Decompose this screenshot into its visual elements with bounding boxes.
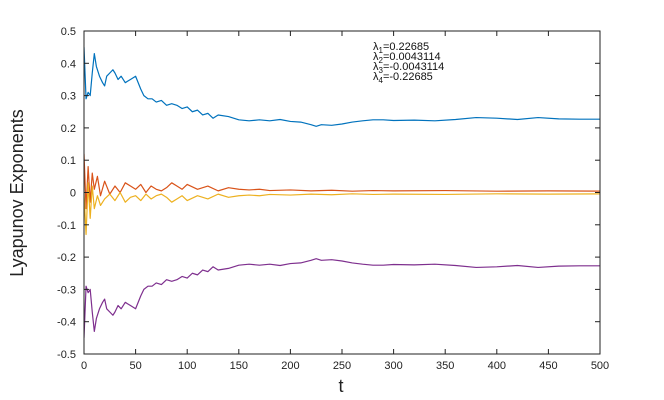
x-tick-label: 500 [591, 360, 609, 372]
plot-area [84, 47, 600, 338]
x-tick-label: 100 [178, 360, 196, 372]
lambda-annotation-2: λ2=0.0043114 [373, 51, 441, 65]
y-tick-label: 0.4 [61, 58, 76, 70]
x-tick-label: 0 [81, 360, 87, 372]
x-tick-label: 150 [230, 360, 248, 372]
lambda-annotation-3: λ3=-0.0043114 [373, 61, 444, 75]
y-tick-label: -0.3 [57, 284, 76, 296]
lambda-annotation-4: λ4=-0.22685 [373, 71, 433, 85]
series-line-1 [84, 47, 600, 127]
y-tick-label: 0.1 [61, 155, 76, 167]
x-tick-label: 400 [488, 360, 506, 372]
axes: 0 50 100 150 200 250 300 350 400 450 500 0.5 0.4 0.3 0… [57, 26, 609, 372]
x-tick-label: 200 [281, 360, 299, 372]
y-tick-label: 0.3 [61, 91, 76, 103]
series-line-4 [84, 258, 600, 338]
x-axis-label: t [338, 376, 343, 396]
y-tick-label: -0.2 [57, 252, 76, 264]
x-tick-label: 300 [384, 360, 402, 372]
x-tick-label: 350 [436, 360, 454, 372]
x-tick-label: 450 [539, 360, 557, 372]
legend-annotations: λ1=0.22685λ2=0.0043114λ3=-0.0043114λ4=-0… [373, 41, 444, 85]
y-tick-label: 0.5 [61, 26, 76, 38]
y-tick-label: 0 [70, 188, 76, 200]
x-tick-label: 50 [129, 360, 141, 372]
series-line-2 [84, 153, 600, 210]
series-line-3 [84, 182, 600, 236]
y-tick-label: -0.4 [57, 317, 76, 329]
y-tick-label: -0.1 [57, 220, 76, 232]
y-axis-label: Lyapunov Exponents [7, 109, 27, 276]
plot-frame [83, 30, 601, 355]
lambda-annotation-1: λ1=0.22685 [373, 41, 429, 55]
y-tick-label: 0.2 [61, 123, 76, 135]
x-tick-label: 250 [333, 360, 351, 372]
y-tick-label: -0.5 [57, 349, 76, 361]
